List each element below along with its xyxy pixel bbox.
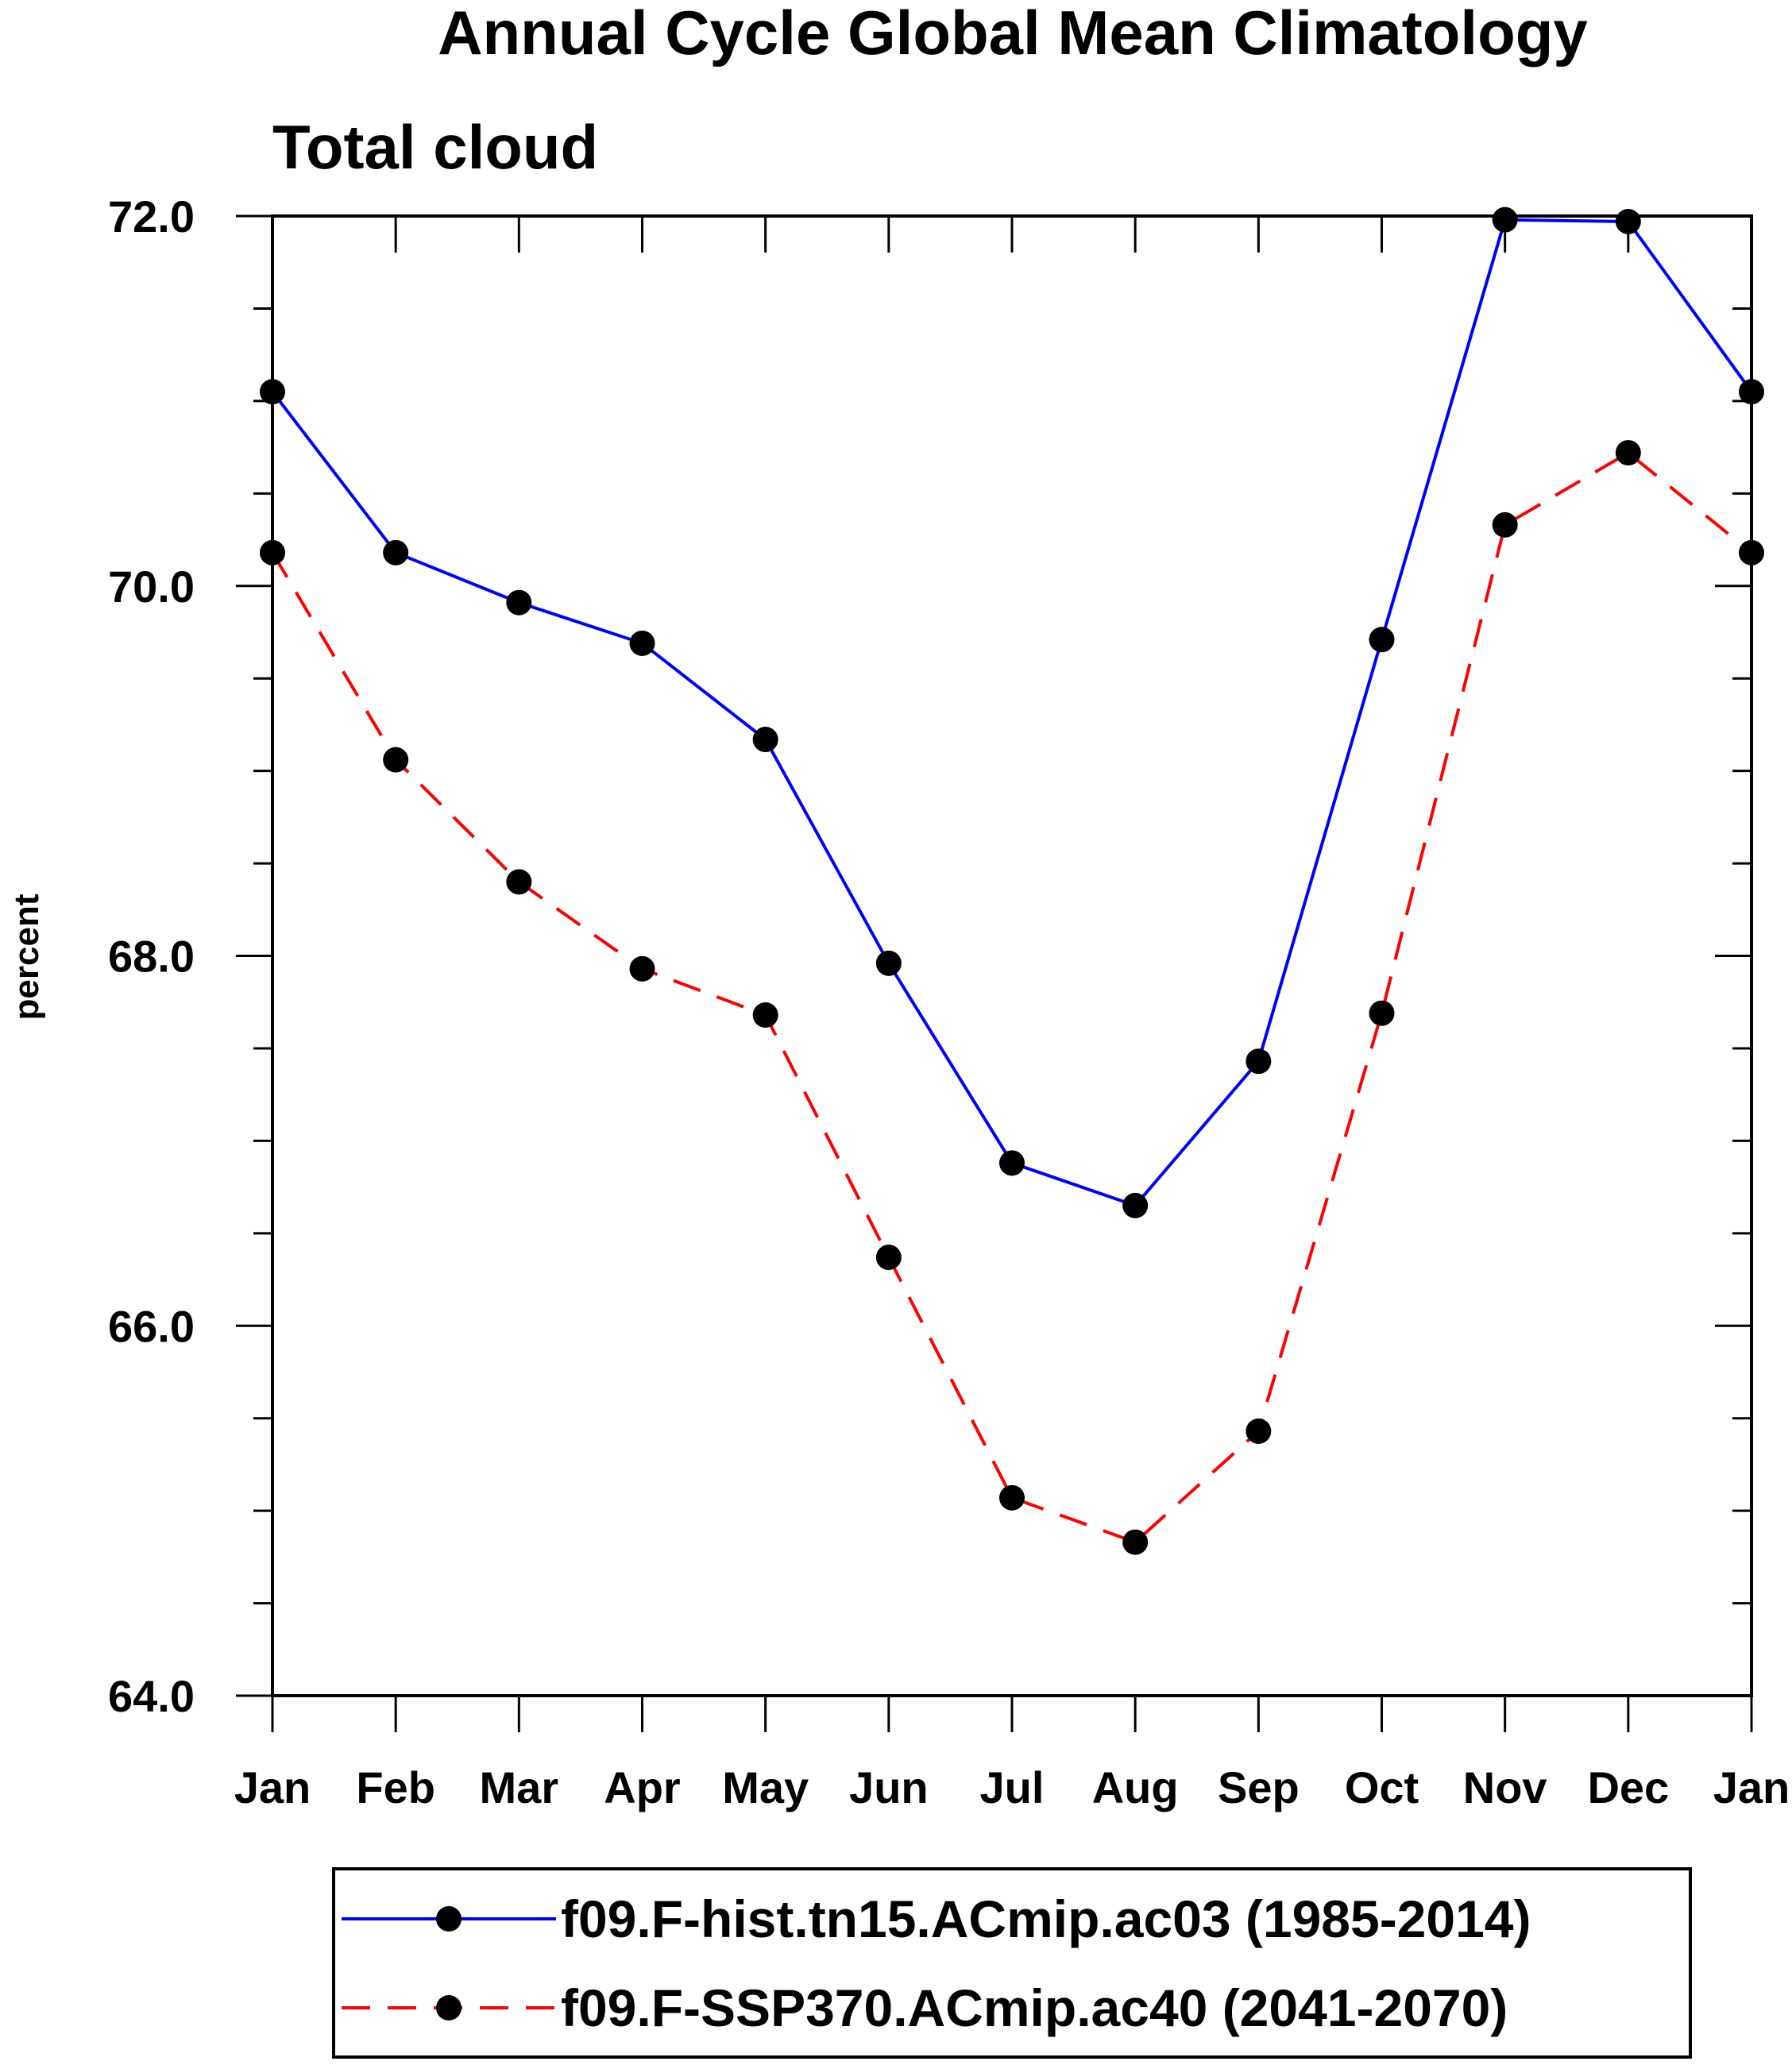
legend-marker-ssp xyxy=(436,1995,462,2021)
data-point xyxy=(1122,1529,1149,1555)
data-point xyxy=(1369,1000,1395,1026)
data-point xyxy=(1615,440,1641,466)
data-point xyxy=(1369,627,1395,653)
data-point xyxy=(999,1484,1025,1511)
y-tick-label: 66.0 xyxy=(108,1301,195,1351)
x-tick-label: Sep xyxy=(1218,1762,1300,1812)
x-tick-label: Jul xyxy=(980,1762,1045,1812)
data-point xyxy=(999,1150,1025,1176)
x-tick-label: Nov xyxy=(1463,1762,1547,1812)
y-tick-label: 70.0 xyxy=(108,562,195,612)
y-axis-label: percent xyxy=(7,894,46,1020)
data-point xyxy=(383,539,409,565)
series-lines xyxy=(271,218,1753,1544)
data-point xyxy=(752,1002,778,1029)
data-point xyxy=(875,950,902,976)
legend-marker-hist xyxy=(436,1906,462,1932)
x-tick-label: Dec xyxy=(1587,1762,1669,1812)
data-point xyxy=(1246,1048,1272,1075)
data-point xyxy=(752,727,778,753)
data-point xyxy=(629,955,655,982)
x-tick-label: Mar xyxy=(480,1762,559,1812)
data-point xyxy=(1246,1418,1272,1444)
chart-subtitle: Total cloud xyxy=(272,112,598,182)
series-line-1 xyxy=(271,450,1753,1544)
data-point xyxy=(1739,539,1764,565)
x-tick-label: Jan xyxy=(1713,1762,1790,1812)
data-point xyxy=(260,539,285,565)
y-tick-labels: 64.0 66.0 68.0 70.0 72.0 xyxy=(108,191,195,1721)
legend-label-ssp: f09.F-SSP370.ACmip.ac40 (2041-2070) xyxy=(561,1978,1508,2037)
x-tick-label: Jan xyxy=(234,1762,311,1812)
data-point xyxy=(1739,379,1764,405)
data-point xyxy=(629,630,655,656)
legend-label-hist: f09.F-hist.tn15.ACmip.ac03 (1985-2014) xyxy=(561,1889,1531,1948)
x-tick-label: Apr xyxy=(604,1762,680,1812)
data-point xyxy=(1122,1192,1149,1218)
legend: f09.F-hist.tn15.ACmip.ac03 (1985-2014) f… xyxy=(332,1867,1692,2059)
legend-box xyxy=(332,1867,1692,2059)
data-point xyxy=(260,379,285,405)
data-point xyxy=(1615,208,1641,234)
data-point xyxy=(1492,511,1518,538)
plot-area xyxy=(236,206,1764,1732)
x-tick-label: Aug xyxy=(1092,1762,1179,1812)
x-tick-labels: Jan Feb Mar Apr May Jun Jul Aug Sep Oct Nov Dec Jan xyxy=(234,1762,1790,1812)
y-tick-label: 72.0 xyxy=(108,191,195,241)
x-tick-label: May xyxy=(722,1762,809,1812)
data-point xyxy=(506,869,532,895)
plot-frame xyxy=(271,214,1753,1697)
chart-title: Annual Cycle Global Mean Climatology xyxy=(438,0,1588,68)
axis-ticks xyxy=(236,214,1753,1732)
series-line-0 xyxy=(271,218,1753,1208)
y-tick-label: 68.0 xyxy=(108,932,195,982)
y-tick-label: 64.0 xyxy=(108,1671,195,1721)
x-tick-label: Feb xyxy=(356,1762,435,1812)
x-tick-label: Oct xyxy=(1345,1762,1419,1812)
x-tick-label: Jun xyxy=(849,1762,929,1812)
data-point xyxy=(383,747,409,773)
data-point xyxy=(1492,206,1518,233)
data-point xyxy=(875,1245,902,1271)
data-point xyxy=(506,589,532,616)
series-markers xyxy=(260,206,1764,1555)
